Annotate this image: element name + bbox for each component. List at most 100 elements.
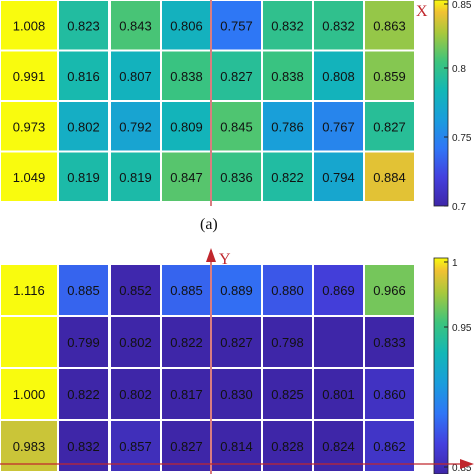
heatmap-cell [312,49,365,102]
heatmap-cell [363,100,416,153]
cell-value: 0.825 [271,387,304,402]
cell-value: 0.973 [13,119,46,134]
cell-value: 0.792 [119,119,152,134]
heatmap-cell [363,49,416,102]
caption-a: (a) [200,216,218,233]
heatmap-cell [0,150,59,203]
cell-value: 0.794 [322,170,355,185]
heatmap-a: 1.008 0.823 0.843 0.806 0.757 0.832 0.832 0.863… [0,0,416,203]
cell-value: 0.838 [170,69,203,84]
heatmap-cell [312,419,365,473]
cell-value: 0.799 [67,335,100,350]
heatmap-cell [363,263,416,317]
cell-value: 0.863 [373,18,406,33]
cell-value: 0.827 [373,119,406,134]
x-axis-arrow [460,459,474,469]
cell-value: 0.833 [373,335,406,350]
cell-value: 1.116 [13,283,45,298]
cell-value: 0.801 [322,387,355,402]
cell-value: 0.852 [119,283,152,298]
cell-value: 0.757 [220,18,253,33]
colorbar-tick-label: 0.95 [452,323,472,334]
heatmap-cell [261,419,314,473]
heatmap-cell [160,150,213,203]
heatmap-b: 1.116 0.885 0.852 0.885 0.889 0.880 0.869 0.966… [0,263,416,473]
cell-value: 0.802 [119,387,152,402]
heatmap-cell [363,419,416,473]
cell-value: 1.049 [13,170,46,185]
cell-value: 1.000 [13,387,46,402]
heatmap-cell [312,367,365,421]
cell-value: 0.859 [373,69,406,84]
cell-value: 0.823 [67,18,100,33]
heatmap-cell [57,49,110,102]
colorbar-b [433,257,449,474]
heatmap-cell [57,0,110,52]
cell-value: 0.847 [170,170,203,185]
cell-value: 0.862 [373,439,406,454]
cell-value: 0.827 [220,69,253,84]
heatmap-cell [363,0,416,52]
x-axis-label: X [416,3,428,20]
cell-value: 0.884 [373,170,406,185]
cell-value: 0.857 [119,439,152,454]
cell-value: 0.885 [170,283,203,298]
cell-value: 1.008 [13,18,46,33]
cell-value: 0.819 [119,170,152,185]
cell-value: 0.889 [220,283,253,298]
colorbar-tick-label: 1 [452,258,458,269]
cell-value: 0.832 [67,439,100,454]
cell-value: 0.832 [271,18,304,33]
heatmap-cell [261,263,314,317]
cell-value: 0.830 [220,387,253,402]
cell-value: 0.822 [271,170,304,185]
cell-value: 0.838 [271,69,304,84]
colorbar-ticks: 0.7 0.75 0.8 0.85 1 0.95 0.85 [444,0,472,474]
heatmap-cell [363,315,416,369]
heatmap-cell [312,315,365,369]
cell-value: 0.966 [373,283,406,298]
cell-value: 0.817 [170,387,203,402]
heatmap-cell [210,100,263,153]
cell-value: 0.809 [170,119,203,134]
heatmap-cell [363,367,416,421]
colorbar-a [433,0,449,207]
heatmap-cell [0,315,59,369]
heatmap-cell [109,367,162,421]
cell-value: 0.802 [119,335,152,350]
colorbar-tick-label: 0.7 [452,202,466,213]
cell-value: 0.816 [67,69,100,84]
cell-value: 0.819 [67,170,100,185]
cell-value: 0.807 [119,69,152,84]
cell-value: 0.885 [67,283,100,298]
colorbar-tick-label: 0.85 [452,0,472,11]
cell-value: 0.786 [271,119,304,134]
cell-value: 0.991 [13,69,46,84]
heatmap-cell [312,0,365,52]
cell-value: 0.767 [322,119,355,134]
cell-value: 0.814 [220,439,253,454]
cell-value: 0.798 [271,335,304,350]
heatmap-cell [210,263,263,317]
cell-value: 0.836 [220,170,253,185]
cell-value: 0.824 [322,439,355,454]
cell-value: 0.822 [170,335,203,350]
heatmap-cell [312,100,365,153]
heatmap-cell [57,419,110,473]
cell-value: 0.843 [119,18,152,33]
heatmap-cell [363,150,416,203]
colorbar-tick-label: 0.8 [452,64,466,75]
cell-value: 0.806 [170,18,203,33]
cell-value: 0.880 [271,283,304,298]
heatmap-cell [160,49,213,102]
cell-value: 0.983 [13,439,46,454]
cell-value: 0.822 [67,387,100,402]
y-axis-arrow [206,248,216,262]
colorbar-tick-label: 0.85 [452,463,472,474]
cell-value: 0.827 [170,439,203,454]
cell-value: 0.860 [373,387,406,402]
heatmap-cell [57,150,110,203]
y-axis-label: Y [219,251,231,268]
heatmap-cell [261,150,314,203]
